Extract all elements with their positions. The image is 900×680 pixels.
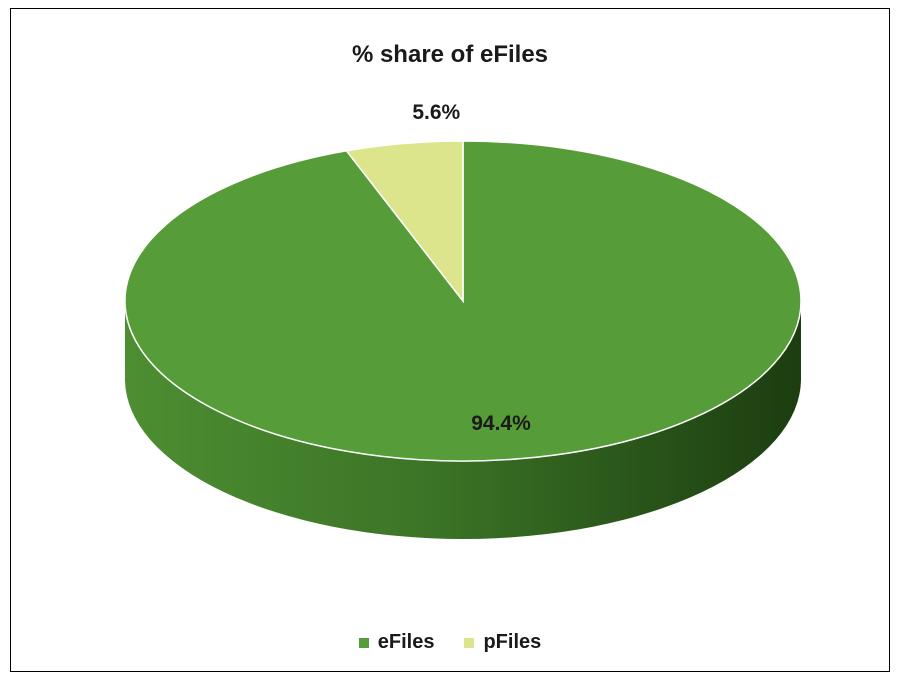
legend-swatch-pfiles [464, 637, 475, 648]
legend-label-pfiles: pFiles [483, 631, 542, 653]
data-label-efiles: 94.4% [471, 412, 531, 435]
chart-title: % share of eFiles [351, 41, 549, 68]
data-label-pfiles: 5.6% [412, 101, 460, 124]
pie-chart: 94.4% 5.6% [124, 101, 802, 539]
pie-side-efiles [125, 301, 801, 539]
legend-swatch-efiles [358, 637, 369, 648]
legend-item-efiles: eFiles [358, 631, 435, 654]
chart-frame: % share of eFiles 94.4% 5.6% eFiles pFil… [10, 8, 890, 672]
legend: eFiles pFiles [11, 631, 889, 654]
pie-slice-pfiles [345, 140, 464, 304]
legend-label-efiles: eFiles [377, 631, 435, 653]
legend-item-pfiles: pFiles [464, 631, 541, 654]
